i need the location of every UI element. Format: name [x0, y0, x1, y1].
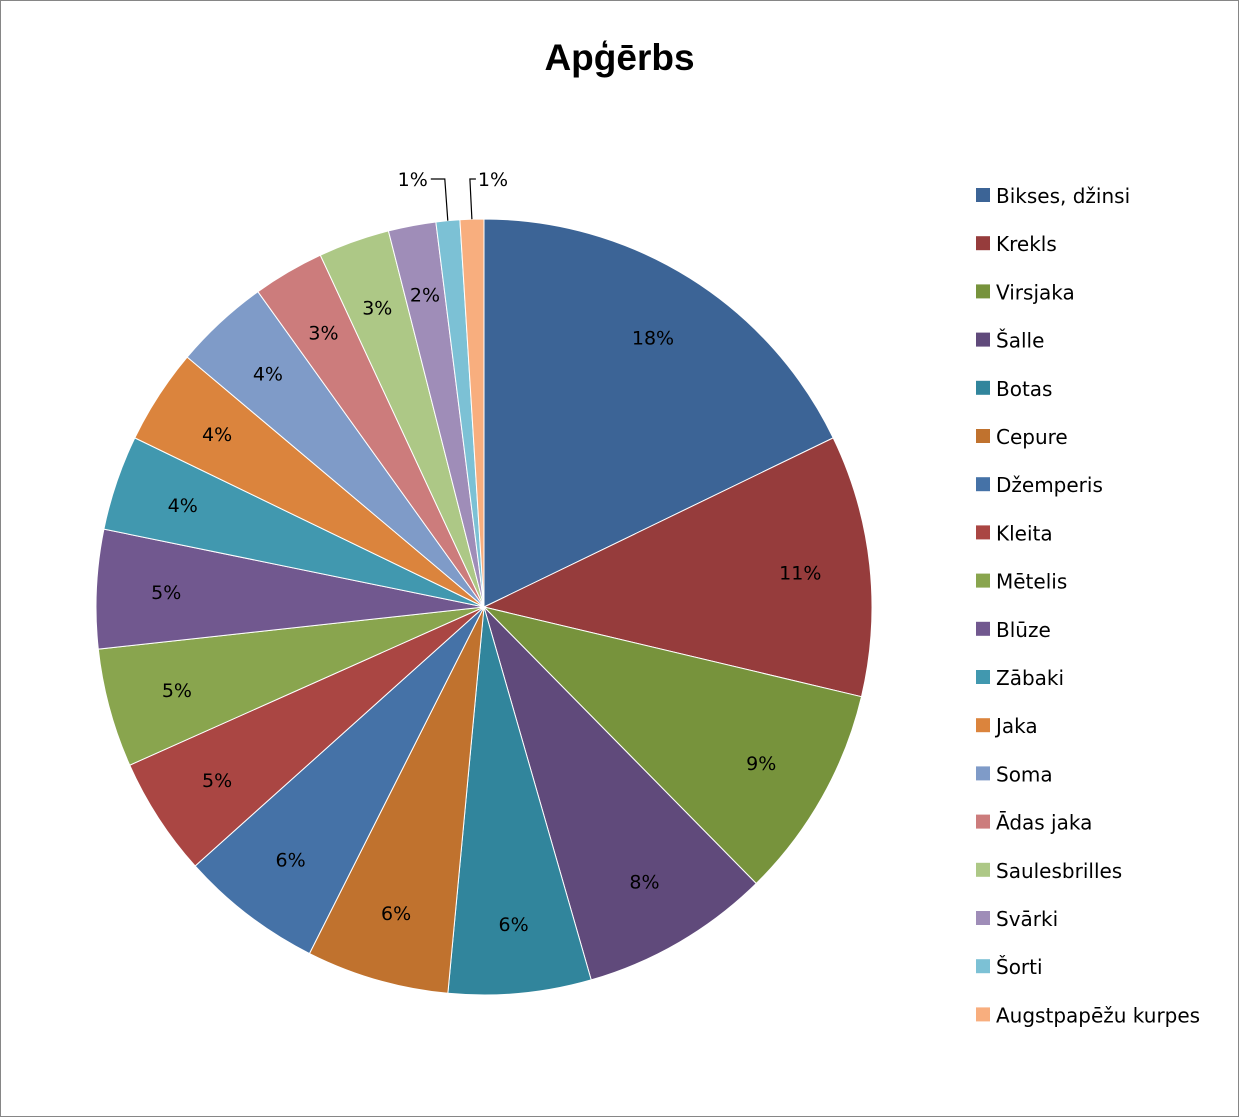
legend-label: Ādas jaka — [996, 811, 1092, 835]
legend-label: Virsjaka — [996, 280, 1075, 304]
legend-label: Svārki — [996, 907, 1058, 931]
data-label: 11% — [779, 562, 821, 584]
data-label: 6% — [499, 914, 529, 936]
legend-swatch — [976, 862, 990, 877]
data-label: 3% — [362, 297, 392, 319]
legend-label: Kleita — [996, 521, 1053, 545]
data-label: 9% — [746, 753, 776, 775]
pie-slice-krekls — [482, 437, 873, 698]
legend-swatch — [976, 236, 990, 251]
legend-swatch — [976, 670, 990, 684]
data-label: 4% — [253, 364, 283, 386]
data-label: 4% — [202, 424, 232, 446]
pie-slice-botas — [447, 606, 592, 996]
legend-swatch — [976, 766, 990, 781]
legend-label: Blūze — [996, 618, 1051, 642]
data-label: 2% — [410, 284, 440, 306]
pie-slices — [95, 218, 873, 996]
data-label: 1% — [478, 169, 508, 191]
legend-swatch — [976, 911, 990, 925]
legend-label: Saulesbrilles — [996, 859, 1122, 883]
legend-label: Jaka — [994, 714, 1038, 738]
legend-label: Krekls — [996, 232, 1057, 256]
pie-slice-cepure — [308, 606, 485, 994]
data-label: 5% — [202, 770, 232, 792]
chart-title: Apģērbs — [544, 37, 695, 78]
legend-label: Augstpapēžu kurpes — [996, 1003, 1200, 1027]
pie-slice-virsjaka — [482, 606, 863, 885]
legend-label: Šalle — [996, 329, 1044, 353]
legend-swatch — [976, 718, 990, 733]
legend-label: Botas — [996, 377, 1052, 401]
leader-lines — [430, 178, 476, 221]
legend: Bikses, džinsi Krekls Virsjaka Šalle Botas Ce… — [976, 184, 1200, 1027]
legend-label: Zābaki — [996, 666, 1064, 690]
data-label: 5% — [151, 582, 181, 604]
data-label: 6% — [381, 903, 411, 925]
data-label: 5% — [162, 680, 192, 702]
legend-label: Soma — [996, 762, 1053, 786]
pie-slice-bikses-dzinsi — [483, 218, 834, 608]
legend-label: Džemperis — [996, 473, 1103, 497]
legend-swatch — [976, 814, 990, 829]
legend-swatch — [976, 959, 990, 974]
data-labels: 18% 11% 9% 8% 6% 6% 6% 5% 5% 5% 4% 4% 4% 3% 3% 2% 1% 1% — [151, 169, 821, 936]
leader-line — [469, 178, 476, 220]
legend-swatch — [976, 188, 990, 202]
legend-swatch — [976, 477, 990, 492]
data-label: 6% — [276, 850, 306, 872]
legend-label: Cepure — [996, 425, 1068, 449]
pie-slice-dzemperis — [194, 606, 485, 955]
legend-swatch — [976, 1007, 990, 1022]
legend-swatch — [976, 284, 990, 299]
legend-label: Mētelis — [996, 570, 1067, 594]
pie-slice-salle — [483, 606, 757, 981]
legend-swatch — [976, 429, 990, 443]
legend-swatch — [976, 525, 990, 540]
legend-swatch — [976, 573, 990, 588]
legend-swatch — [976, 380, 990, 395]
legend-label: Šorti — [996, 955, 1043, 979]
legend-swatch — [976, 332, 990, 347]
leader-line — [430, 178, 449, 221]
data-label: 1% — [398, 169, 428, 191]
data-label: 4% — [168, 495, 198, 517]
data-label: 18% — [632, 327, 674, 349]
data-label: 8% — [629, 872, 659, 894]
legend-label: Bikses, džinsi — [996, 184, 1130, 208]
data-label: 3% — [308, 322, 338, 344]
legend-swatch — [976, 621, 990, 636]
